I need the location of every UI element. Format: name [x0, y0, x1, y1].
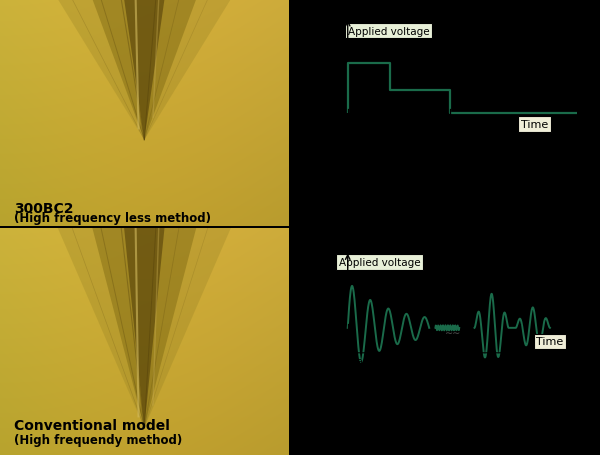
Polygon shape: [58, 228, 231, 428]
Text: High frequency less start method: High frequency less start method: [302, 8, 553, 21]
Polygon shape: [92, 228, 196, 428]
Polygon shape: [92, 0, 196, 141]
Text: (High frequendy method): (High frequendy method): [14, 433, 182, 446]
Text: to: to: [331, 293, 340, 303]
Text: (300BC2): (300BC2): [521, 8, 570, 18]
Text: 300BC2: 300BC2: [14, 201, 74, 215]
Text: kV8: kV8: [314, 278, 340, 292]
Text: ∼∼: ∼∼: [445, 328, 461, 338]
Polygon shape: [124, 0, 164, 141]
Text: Time: Time: [536, 337, 563, 347]
Text: Start-up: Start-up: [349, 134, 389, 144]
Text: Start-up: Start-up: [348, 356, 388, 366]
Text: (High frequency less method): (High frequency less method): [14, 212, 211, 224]
Text: Arc generation: Arc generation: [384, 134, 456, 144]
Text: Applied voltage: Applied voltage: [338, 258, 420, 268]
Text: 15: 15: [323, 306, 340, 319]
Text: Applied voltage: Applied voltage: [348, 27, 430, 37]
Text: Time: Time: [521, 120, 548, 130]
Text: High frequency start method: High frequency start method: [302, 235, 520, 248]
Polygon shape: [124, 228, 164, 428]
Polygon shape: [58, 0, 231, 141]
Text: Arc generation: Arc generation: [439, 356, 511, 366]
Text: 3 to 4.5 kV: 3 to 4.5 kV: [407, 71, 475, 84]
Text: Conventional model: Conventional model: [14, 418, 170, 432]
